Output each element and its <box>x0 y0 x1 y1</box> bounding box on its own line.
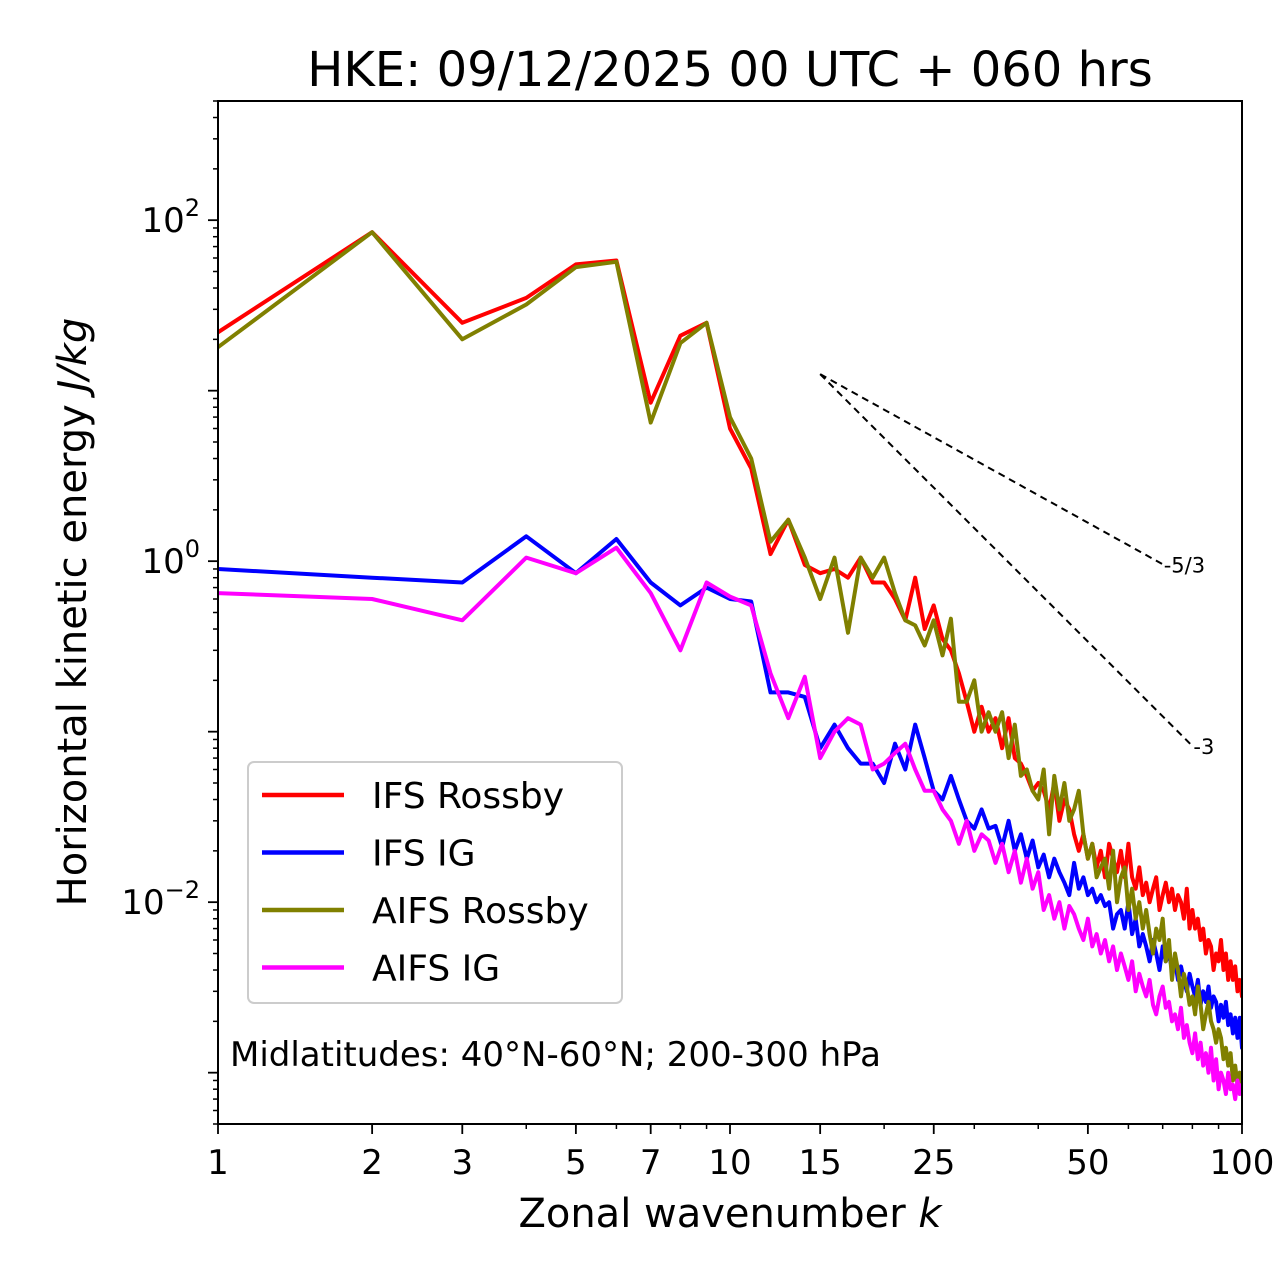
legend-label: AIFS Rossby <box>372 891 589 932</box>
series-line-ifs-ig <box>218 534 1242 1050</box>
legend-label: IFS IG <box>372 834 476 875</box>
plot-frame <box>217 100 1243 1125</box>
x-axis-label-text: Zonal wavenumber <box>518 1191 906 1237</box>
y-axis-label-text: Horizontal kinetic energy <box>50 404 96 906</box>
x-tick-label: 50 <box>1066 1143 1109 1183</box>
y-tick-exponent: 2 <box>185 194 200 222</box>
x-tick-label: 25 <box>912 1143 955 1183</box>
slope-line <box>819 373 1194 747</box>
y-tick-base: 10 <box>141 542 184 582</box>
x-tick-label: 15 <box>799 1143 842 1183</box>
slope-line <box>819 373 1164 566</box>
x-tick-label: 7 <box>640 1143 662 1183</box>
chart-title: HKE: 09/12/2025 00 UTC + 060 hrs <box>307 42 1153 98</box>
slope-label: -3 <box>1193 735 1214 759</box>
y-tick-label: 102 <box>141 194 200 241</box>
x-tick-label: 3 <box>451 1143 473 1183</box>
series-lines <box>218 230 1242 1102</box>
x-axis-label: Zonal wavenumber k <box>518 1191 943 1237</box>
legend-label: IFS Rossby <box>372 776 564 817</box>
reference-slope-lines: -5/3 -3 <box>819 373 1214 759</box>
y-tick-base: 10 <box>121 883 164 923</box>
y-tick-base: 10 <box>141 201 184 241</box>
x-tick-label: 10 <box>708 1143 751 1183</box>
x-tick-label: 1 <box>207 1143 229 1183</box>
major-ticks <box>208 219 1243 1134</box>
x-tick-labels: 1 2 3 5 7 10 15 25 50 100 <box>207 1143 1274 1183</box>
y-tick-exponent: 0 <box>185 535 200 563</box>
y-axis-label-units: J/kg <box>50 318 96 399</box>
legend-label: AIFS IG <box>372 949 500 990</box>
x-tick-label: 2 <box>361 1143 383 1183</box>
series-line-aifs-rossby <box>218 230 1242 1092</box>
y-axis-label: Horizontal kinetic energy J/kg <box>50 318 96 907</box>
legend: IFS Rossby IFS IG AIFS Rossby AIFS IG <box>247 761 623 1004</box>
y-tick-exponent: −2 <box>165 876 200 904</box>
y-tick-label: 10−2 <box>121 876 200 923</box>
legend-box <box>247 761 623 1004</box>
region-annotation: Midlatitudes: 40°N-60°N; 200-300 hPa <box>230 1035 881 1075</box>
x-tick-label: 5 <box>565 1143 587 1183</box>
y-tick-label: 100 <box>141 535 200 582</box>
series-line-aifs-ig <box>218 545 1242 1102</box>
slope-label: -5/3 <box>1164 553 1205 577</box>
x-axis-label-var: k <box>918 1191 943 1237</box>
x-tick-label: 100 <box>1210 1143 1275 1183</box>
